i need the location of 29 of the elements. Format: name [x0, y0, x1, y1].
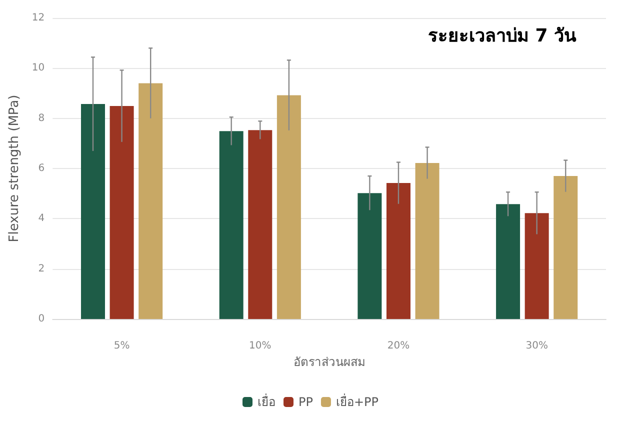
- x-tick-label: 5%: [114, 340, 130, 352]
- y-tick-label: 12: [32, 12, 45, 24]
- bar: [386, 183, 410, 319]
- bar: [110, 106, 134, 319]
- y-tick-label: 10: [32, 62, 45, 74]
- bar: [80, 104, 105, 319]
- y-tick-label: 2: [38, 263, 45, 274]
- x-tick-label: 30%: [526, 340, 548, 352]
- bar: [138, 83, 163, 319]
- legend-label: เยื่อ+PP: [336, 393, 379, 409]
- chart-title: ระยะเวลาบ่ม 7 วัน: [428, 26, 577, 46]
- bar: [219, 131, 244, 319]
- y-tick-label: 8: [38, 112, 45, 124]
- bar: [415, 162, 440, 319]
- x-tick-label: 10%: [249, 340, 272, 352]
- y-tick-label: 0: [38, 314, 45, 324]
- y-tick-label: 4: [38, 213, 45, 224]
- bar: [276, 95, 301, 319]
- y-axis-title: Flexure strength (MPa): [7, 94, 22, 242]
- bar: [554, 176, 578, 319]
- y-tick-label: 6: [38, 163, 45, 174]
- legend-label: PP: [298, 395, 313, 409]
- x-axis-title: อัตราส่วนผสม: [293, 354, 366, 369]
- bar: [496, 204, 520, 319]
- bar: [524, 213, 549, 319]
- bar: [248, 130, 272, 319]
- legend-label: เยื่อ: [258, 393, 276, 409]
- x-tick-label: 20%: [387, 340, 410, 352]
- bar: [358, 193, 382, 319]
